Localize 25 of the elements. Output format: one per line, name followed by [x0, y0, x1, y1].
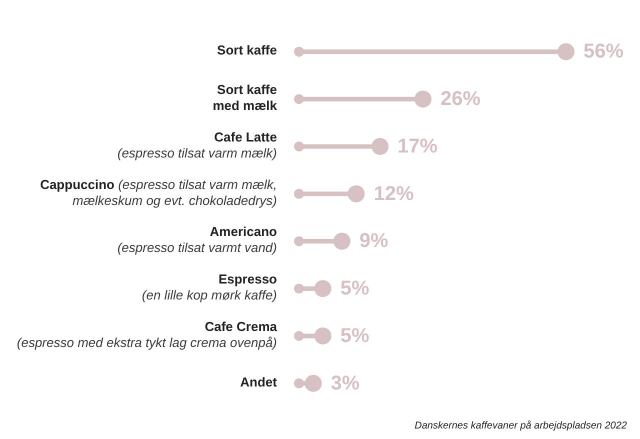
data-label: 3% — [330, 372, 360, 394]
point — [372, 138, 389, 155]
y-tick-label: Americano (espresso tilsat varmt vand) — [117, 224, 278, 256]
data-label: 5% — [340, 324, 370, 347]
point — [304, 374, 322, 392]
y-tick-label: Cafe Latte (espresso tilsat varm mælk) — [117, 130, 277, 161]
data-label: 56% — [584, 40, 624, 63]
point — [348, 185, 365, 202]
point — [414, 90, 432, 108]
data-label: 12% — [374, 182, 414, 205]
y-tick-label: Andet — [240, 374, 278, 390]
y-tick-label: Espresso (en lille kop mørk kaffe) — [142, 272, 278, 303]
point — [314, 280, 332, 298]
y-tick-label: Cappuccino (espresso tilsat varm mælk, mælkeskum og evt. chokoladedrys) — [40, 177, 277, 208]
data-label: 17% — [398, 135, 438, 158]
y-tick-label: Sort kaffe — [217, 43, 277, 58]
y-tick-label: Sort kaffe med mælk — [212, 82, 278, 114]
point — [558, 43, 574, 60]
y-tick-label: Cafe Crema (espresso med ekstra tykt lag crema ovenpå) — [16, 319, 278, 350]
point — [314, 327, 332, 344]
text: Danskernes kaffevaner på arbejdspladsen 2022 — [414, 420, 628, 432]
data-label: 5% — [340, 278, 370, 300]
data-label: 9% — [359, 230, 389, 252]
data-label: 26% — [440, 88, 481, 110]
point — [333, 232, 350, 250]
